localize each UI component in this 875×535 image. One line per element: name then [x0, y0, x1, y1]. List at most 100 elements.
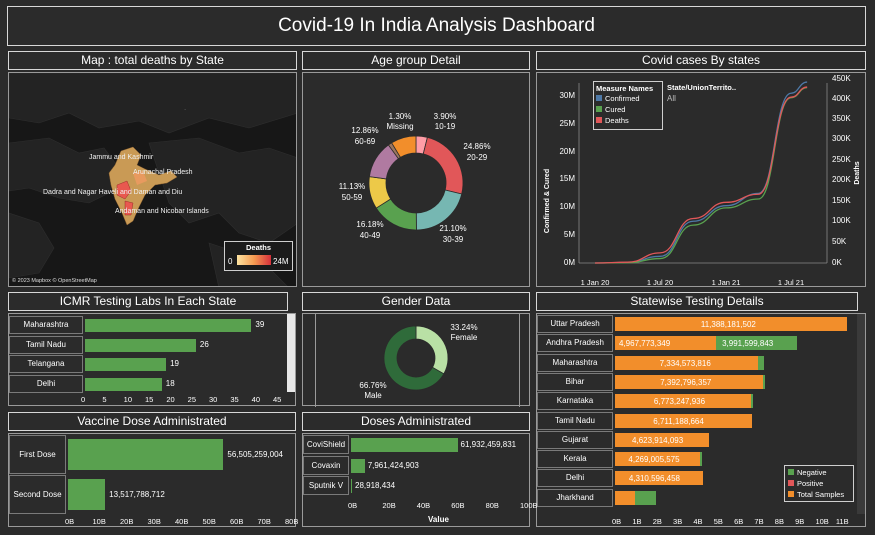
statewise-state-label: Gujarat [537, 430, 613, 449]
left-tick: 20M [559, 147, 575, 156]
left-tick: 25M [559, 119, 575, 128]
legend-swatch [788, 491, 794, 497]
negative-bar[interactable] [750, 394, 753, 409]
gender-donut-svg[interactable]: 33.24% Female 66.76% Male [303, 314, 529, 405]
age-name-missing: Missing [386, 122, 413, 131]
right-tick: 350K [832, 114, 851, 123]
age-name-30-39: 30-39 [443, 235, 464, 244]
statewise-x-tick: 8B [774, 517, 784, 526]
line-deaths[interactable] [594, 86, 808, 264]
negative-value: 3,991,599,843 [722, 339, 774, 349]
icmr-state-label: Maharashtra [9, 316, 83, 334]
right-tick: 250K [832, 155, 851, 164]
age-pct-30-39: 21.10% [439, 224, 466, 233]
icmr-x-tick: 5 [102, 395, 107, 404]
total-samples-value: 11,388,181,502 [700, 320, 756, 329]
age-slice-20-29[interactable] [422, 136, 464, 195]
vaccine-panel: First Dose 56,505,259,004 Second Dose 13,51… [8, 433, 298, 527]
icmr-scrollbar[interactable] [287, 314, 295, 392]
dashboard-title: Covid-19 In India Analysis Dashboard [278, 15, 595, 36]
dose-bar[interactable] [351, 479, 352, 493]
total-samples-bar[interactable] [615, 452, 702, 467]
vaccine-label: Second Dose [9, 475, 66, 514]
legend-item-deaths[interactable]: Deaths [594, 115, 662, 126]
negative-bar[interactable] [758, 355, 765, 370]
state-filter-title: State/UnionTerrito.. [667, 83, 737, 92]
cases-title: Covid cases By states [536, 51, 866, 70]
legend-item-confirmed[interactable]: Confirmed [594, 93, 662, 104]
cases-chart-svg[interactable]: 30M 25M 20M 15M 10M 5M 0M 450K 400K 350K… [537, 73, 865, 287]
total-samples-bar[interactable] [615, 355, 765, 370]
map-attribution[interactable]: © 2023 Mapbox © OpenStreetMap [12, 278, 97, 284]
map-label-ani: Andaman and Nicobar Islands [115, 208, 209, 215]
negative-bar[interactable] [716, 336, 798, 351]
total-samples-bar[interactable] [615, 471, 703, 486]
statewise-scrollbar[interactable] [857, 314, 865, 514]
dose-bar[interactable] [351, 438, 458, 452]
dose-label: CoviShield [303, 435, 349, 454]
icmr-bar[interactable] [85, 319, 252, 332]
male-pct: 66.76% [359, 381, 386, 390]
legend-item-cured[interactable]: Cured [594, 104, 662, 115]
dose-bar[interactable] [351, 458, 365, 473]
statewise-x-tick: 1B [632, 517, 642, 526]
vaccine-x-tick: 20B [120, 517, 134, 526]
dose-value: 7,961,424,903 [367, 460, 419, 470]
total-samples-bar[interactable] [615, 317, 847, 331]
icmr-x-tick: 25 [187, 395, 196, 404]
x-tick: 1 Jul 21 [778, 278, 804, 286]
state-filter-value[interactable]: All [667, 94, 676, 103]
legend-label: Confirmed [605, 94, 640, 103]
statewise-state-label: Jharkhand [537, 488, 613, 507]
left-tick: 0M [564, 258, 575, 267]
age-slice-0-9[interactable] [391, 135, 417, 158]
total-samples-bar[interactable] [615, 336, 717, 351]
statewise-legend-item[interactable]: Negative [788, 468, 827, 477]
left-tick: 15M [559, 174, 575, 183]
statewise-x-tick: 3B [673, 517, 683, 526]
vaccine-x-tick: 10B [92, 517, 106, 526]
doses-xlabel: Value [428, 515, 449, 524]
vaccine-title: Vaccine Dose Administrated [8, 412, 296, 431]
statewise-legend-item[interactable]: Positive [788, 479, 823, 488]
icmr-state-label: Delhi [9, 374, 83, 393]
statewise-state-label: Uttar Pradesh [537, 315, 613, 333]
icmr-bar-value: 18 [165, 378, 175, 388]
statewise-x-tick: 5B [713, 517, 723, 526]
legend-label: Positive [797, 479, 824, 488]
legend-label: Deaths [605, 116, 629, 125]
icmr-bar[interactable] [85, 338, 196, 352]
negative-bar[interactable] [699, 452, 702, 467]
right-tick: 0K [832, 258, 842, 267]
right-tick: 300K [832, 134, 851, 143]
vaccine-value: 56,505,259,004 [227, 450, 283, 459]
statewise-legend-item[interactable]: Total Samples [788, 490, 844, 499]
negative-bar[interactable] [763, 374, 766, 389]
total-samples-bar[interactable] [615, 374, 766, 389]
male-label: Male [364, 391, 382, 400]
statewise-state-label: Delhi [537, 469, 613, 488]
total-samples-bar[interactable] [615, 394, 753, 409]
age-donut-svg[interactable]: 1.30% Missing 3.90% 10-19 24.86% 20-29 2… [303, 73, 529, 286]
age-name-60-69: 60-69 [355, 137, 376, 146]
age-pct-40-49: 16.18% [356, 220, 383, 229]
gender-slice-male[interactable] [383, 325, 445, 391]
map-label-jk: Jammu and Kashmir [89, 154, 154, 161]
total-samples-bar[interactable] [615, 432, 710, 447]
age-name-20-29: 20-29 [467, 153, 488, 162]
icmr-bar[interactable] [85, 377, 162, 391]
total-samples-value: 7,392,796,357 [660, 377, 712, 387]
statewise-x-tick: 11B [835, 517, 849, 526]
icmr-bar[interactable] [85, 358, 167, 371]
total-samples-bar[interactable] [615, 413, 752, 428]
statewise-legend: Negative Positive Total Samples [784, 465, 854, 502]
icmr-x-tick: 20 [166, 395, 175, 404]
map-label-ap: Arunachal Pradesh [133, 169, 193, 176]
right-tick: 100K [832, 216, 851, 225]
dose-x-tick: 60B [451, 501, 465, 510]
negative-bar[interactable] [635, 490, 656, 505]
vaccine-bar[interactable] [68, 439, 224, 470]
legend-title: Measure Names [596, 84, 654, 93]
map-panel[interactable]: · Jammu and Kashmir Arunachal Pradesh Da… [8, 72, 297, 287]
vaccine-bar[interactable] [68, 479, 106, 510]
